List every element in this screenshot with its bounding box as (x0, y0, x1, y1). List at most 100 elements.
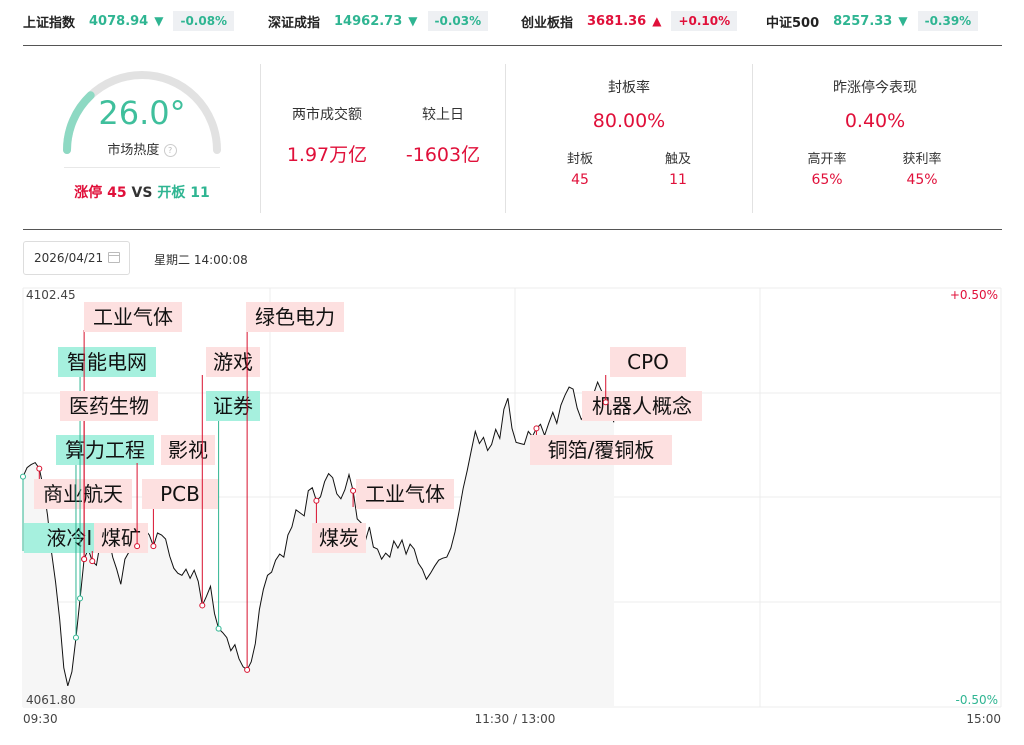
index-item[interactable]: 中证500 8257.33 ▼ -0.39% (766, 9, 979, 33)
annotation-point (36, 465, 43, 472)
index-item[interactable]: 创业板指 3681.36 ▲ +0.10% (521, 9, 738, 33)
date-value: 2026/04/21 (34, 251, 104, 265)
index-name: 上证指数 (23, 15, 76, 31)
high-open-rate: 65% (811, 172, 843, 188)
heat-label: 市场热度 (107, 143, 160, 158)
sector-tag[interactable]: 游戏 (213, 350, 253, 374)
help-icon[interactable]: ? (163, 144, 177, 157)
sector-tag-bg (312, 523, 366, 553)
annotation-point (89, 558, 96, 565)
vs-label: VS (131, 185, 153, 201)
sector-tag[interactable]: 工业气体 (365, 482, 445, 506)
sector-tag[interactable]: 证券 (213, 394, 253, 418)
open-count: 11 (190, 185, 210, 201)
y-min-label: 4061.80 (26, 693, 76, 707)
touched-count: 11 (669, 172, 687, 188)
sector-tag-bg (142, 479, 218, 509)
sector-tag[interactable]: 工业气体 (93, 305, 173, 329)
sector-tag[interactable]: 算力工程 (65, 438, 145, 462)
index-change-badge: -0.03% (427, 11, 489, 31)
heat-divider (64, 167, 220, 168)
sector-tag-bg (161, 435, 215, 465)
annotation-point (244, 666, 251, 673)
turnover-diff-label: 较上日 (422, 107, 464, 123)
turnover-label: 两市成交额 (292, 107, 362, 123)
x-label-close: 15:00 (966, 712, 1001, 726)
sector-annotations: 液冷IDC商业航天算力工程智能电网工业气体医药生物煤矿影视PCB游戏证券绿色电力… (20, 302, 702, 673)
sector-tag-bg (84, 302, 182, 332)
sector-tag[interactable]: 绿色电力 (255, 305, 335, 329)
index-value: 4078.94 (89, 13, 149, 29)
sector-tag-bg (582, 391, 702, 421)
down-arrow-icon: ▼ (898, 14, 908, 28)
open-label: 开板 (157, 185, 186, 201)
profit-rate: 45% (906, 172, 938, 188)
calendar-icon (108, 252, 120, 263)
sector-tag-bg (60, 391, 158, 421)
annotation-point (81, 556, 88, 563)
heat-label-row: 市场热度 ? (60, 139, 224, 158)
sector-tag[interactable]: 影视 (168, 438, 208, 462)
index-change-badge: -0.08% (173, 11, 235, 31)
index-item[interactable]: 深证成指 14962.73 ▼ -0.03% (268, 9, 489, 33)
gauge-fill (63, 91, 95, 154)
index-change-badge: -0.39% (917, 11, 979, 31)
turnover-value: 1.97万亿 (286, 144, 368, 166)
sector-tag[interactable]: 智能电网 (67, 350, 147, 374)
separator (260, 64, 261, 213)
yesterday-value: 0.40% (844, 110, 906, 132)
sector-tag-bg (206, 391, 260, 421)
yesterday-label: 昨涨停今表现 (833, 80, 917, 96)
x-label-open: 09:30 (23, 712, 58, 726)
date-picker[interactable]: 2026/04/21 (23, 241, 130, 275)
sector-tag[interactable]: 商业航天 (43, 482, 123, 506)
sector-tag-bg (246, 302, 344, 332)
annotation-point (350, 487, 357, 494)
sealed-label: 封板 (566, 152, 593, 167)
right-max-label: +0.50% (950, 288, 998, 302)
index-name: 中证500 (766, 15, 820, 31)
sector-tag[interactable]: CPO (627, 350, 669, 374)
sector-tag-bg (356, 479, 454, 509)
right-min-label: -0.50% (956, 693, 998, 707)
market-heat-gauge (63, 71, 221, 154)
sector-tag[interactable]: 铜箔/覆铜板 (548, 438, 655, 462)
sector-tag-bg (610, 347, 686, 377)
index-change-badge: +0.10% (671, 11, 738, 31)
annotation-point (150, 543, 157, 550)
sector-tag-bg (58, 347, 156, 377)
sector-tag[interactable]: 机器人概念 (592, 394, 692, 418)
high-open-label: 高开率 (807, 152, 847, 167)
index-name: 创业板指 (521, 15, 574, 31)
index-item[interactable]: 上证指数 4078.94 ▼ -0.08% (23, 9, 235, 33)
sector-tag[interactable]: 医药生物 (69, 394, 149, 418)
index-ticker-bar: 上证指数 4078.94 ▼ -0.08% 深证成指 14962.73 ▼ -0… (0, 0, 1024, 44)
y-max-label: 4102.45 (26, 288, 76, 302)
annotation-point (313, 497, 320, 504)
limit-up-vs-open: 涨停 45 VS 开板 11 (55, 182, 229, 202)
limit-up-label: 涨停 (74, 185, 103, 201)
index-value: 8257.33 (833, 13, 893, 29)
sector-tag-bg (206, 347, 260, 377)
seal-rate-value: 80.00% (592, 110, 666, 132)
sector-tag[interactable]: 煤炭 (319, 526, 359, 550)
turnover-diff: -1603亿 (405, 144, 481, 166)
seal-rate-label: 封板率 (608, 80, 650, 96)
sector-tag-bg (56, 435, 154, 465)
sector-tag-bg (34, 479, 132, 509)
index-value: 3681.36 (587, 13, 647, 29)
annotation-point (602, 399, 609, 406)
separator (752, 64, 753, 213)
current-time: 星期二 14:00:08 (154, 253, 248, 267)
annotation-point (533, 425, 540, 432)
annotation-point (72, 634, 79, 641)
index-name: 深证成指 (268, 15, 321, 31)
touched-label: 触及 (664, 152, 691, 167)
sector-tag-bg (530, 435, 672, 465)
sealed-count: 45 (571, 172, 589, 188)
sector-tag[interactable]: PCB (160, 482, 200, 506)
annotation-point (199, 602, 206, 609)
down-arrow-icon: ▼ (408, 14, 418, 28)
divider (23, 45, 1002, 46)
divider (23, 229, 1002, 230)
